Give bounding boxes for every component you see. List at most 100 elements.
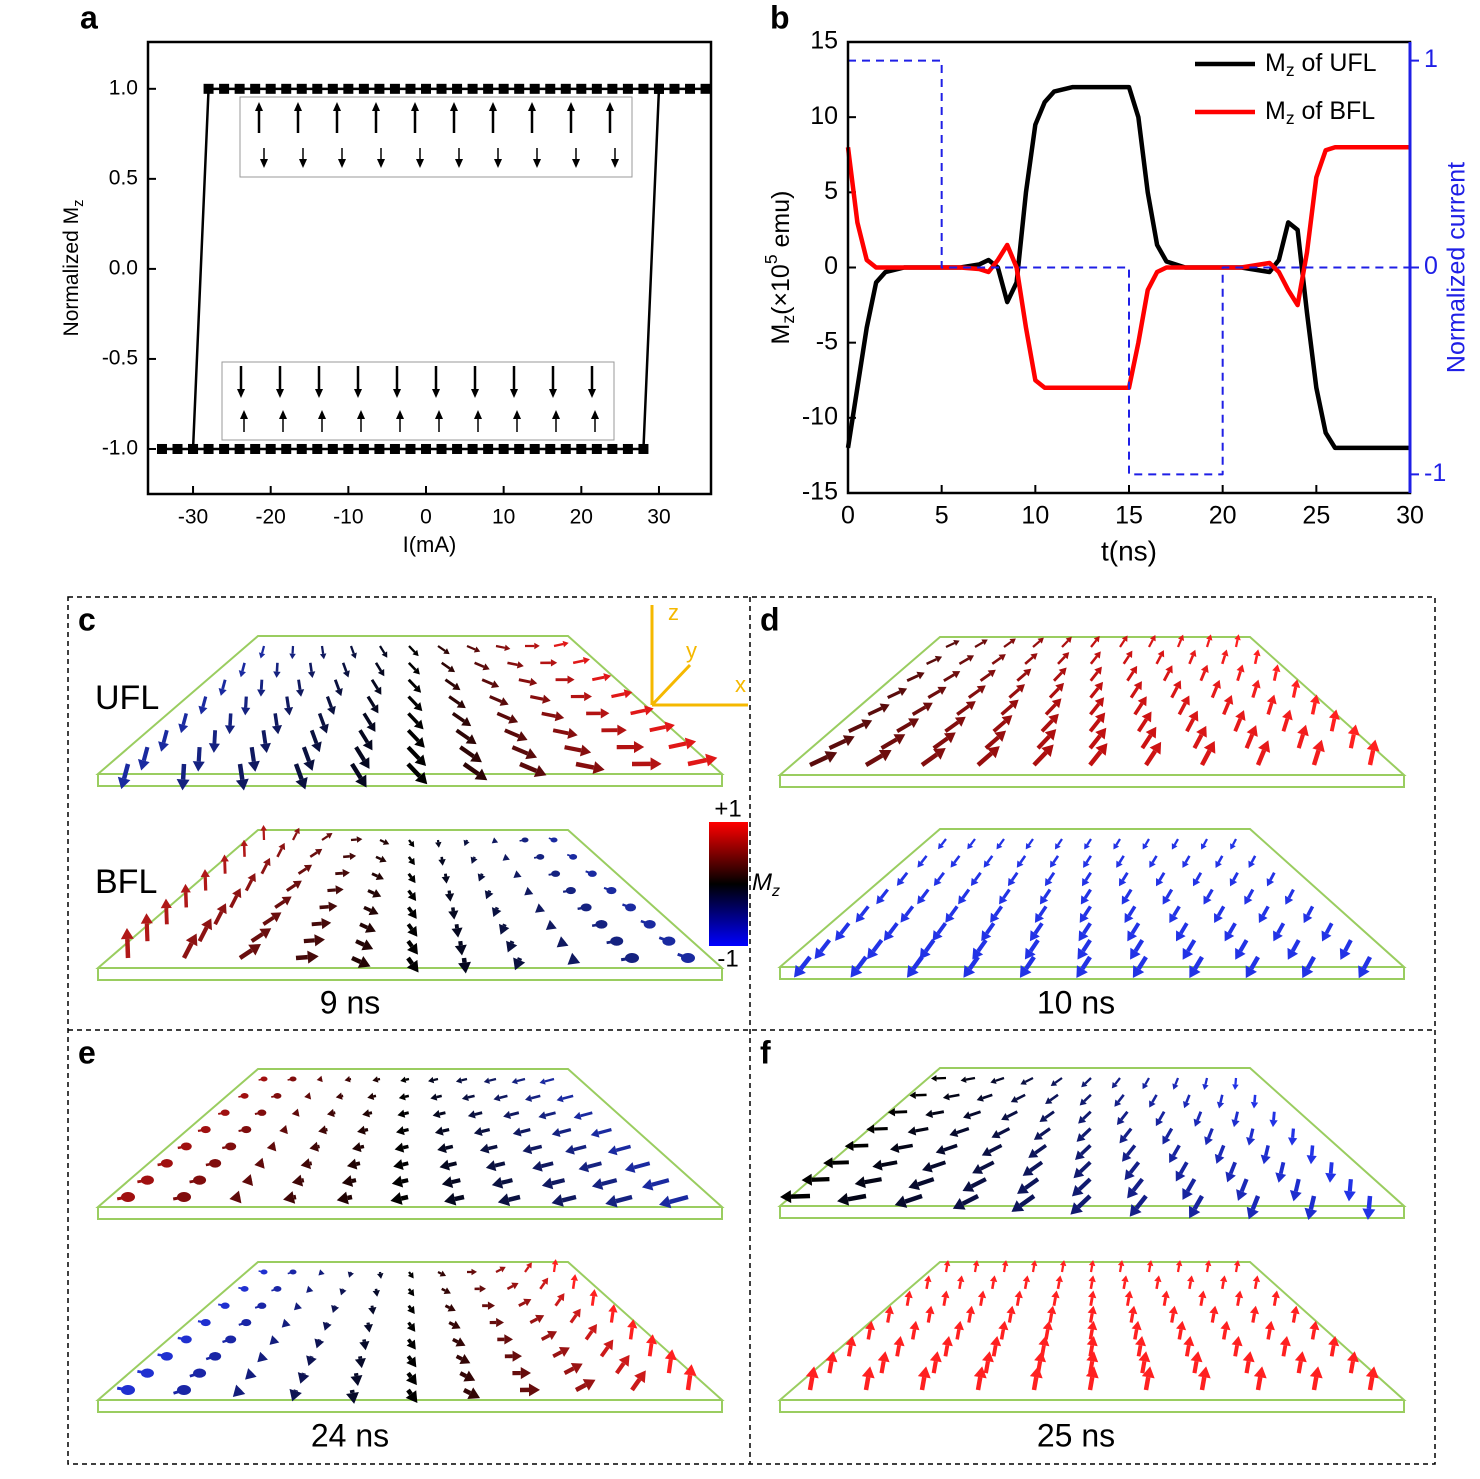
vector-shaft xyxy=(1134,1194,1148,1210)
vector-shaft xyxy=(448,1321,455,1327)
vector-shaft xyxy=(293,763,304,780)
vector-head xyxy=(1041,744,1054,757)
vector-shaft xyxy=(444,678,456,688)
y2-tick-label: -1 xyxy=(1424,459,1446,487)
vector-shaft xyxy=(1221,1281,1225,1290)
vector-head xyxy=(904,1290,913,1299)
data-marker xyxy=(281,83,292,94)
vector-head xyxy=(443,1287,451,1294)
vector-head xyxy=(1015,684,1025,693)
vector-stub xyxy=(116,1195,129,1201)
vector-head xyxy=(1086,1351,1099,1363)
vector-stub xyxy=(173,1388,185,1395)
vector-head xyxy=(455,1337,466,1347)
vector-head xyxy=(525,748,538,760)
vector-head xyxy=(934,655,943,663)
vector-head xyxy=(487,1301,495,1310)
vector-shaft xyxy=(516,1077,526,1083)
vector-head xyxy=(1008,699,1019,710)
vector-shaft xyxy=(944,720,960,733)
vector-head xyxy=(1244,895,1253,905)
vector-head xyxy=(990,1077,997,1084)
vector-shaft xyxy=(979,1297,984,1306)
vector-head xyxy=(898,687,908,697)
vector-head xyxy=(1142,843,1149,850)
vector-head xyxy=(1132,965,1145,979)
vector-shaft xyxy=(244,696,248,708)
vector-shaft xyxy=(462,762,480,776)
vector-head xyxy=(1049,860,1057,868)
data-marker xyxy=(156,443,167,454)
vector-shaft xyxy=(551,1178,566,1186)
vector-head xyxy=(260,825,267,831)
vector-head xyxy=(1076,1133,1086,1142)
vector-stub xyxy=(258,1270,265,1273)
vector-head xyxy=(1087,1320,1098,1331)
vector-shaft xyxy=(259,679,264,690)
vector-head xyxy=(1358,965,1370,979)
vector-head xyxy=(232,1384,246,1397)
vector-head xyxy=(357,956,371,968)
vector-shaft xyxy=(1255,749,1267,766)
vector-head xyxy=(973,1366,987,1379)
vector-head xyxy=(455,1077,463,1084)
vector-shaft xyxy=(373,1094,377,1098)
vector-shaft xyxy=(1029,1160,1044,1173)
vector-head xyxy=(1051,698,1062,709)
vector-shaft xyxy=(1263,1145,1270,1157)
vector-shaft xyxy=(1179,922,1189,935)
vector-shaft xyxy=(1281,718,1290,732)
vector-head xyxy=(1047,1305,1057,1315)
vector-head xyxy=(354,1357,366,1369)
vector-shaft xyxy=(1177,1329,1183,1340)
vector-head xyxy=(1275,1172,1287,1183)
vector-shaft xyxy=(904,905,915,917)
x-tick-label: 30 xyxy=(647,506,670,529)
vector-stub xyxy=(189,1371,200,1378)
vector-shaft xyxy=(439,1111,446,1116)
vector-head xyxy=(641,1178,654,1191)
vector-head xyxy=(1062,652,1070,660)
inset-arrow-head xyxy=(567,102,575,111)
vector-head xyxy=(567,952,581,965)
vector-shaft xyxy=(350,762,363,780)
data-marker xyxy=(483,443,494,454)
vector-shaft xyxy=(1084,1077,1092,1085)
vector-shaft xyxy=(1177,702,1187,716)
vector-shaft xyxy=(1199,1297,1204,1306)
vector-head xyxy=(541,1277,549,1285)
vector-head xyxy=(456,699,466,709)
vector-head xyxy=(216,903,227,915)
vector-shaft xyxy=(1348,734,1356,749)
vector-head xyxy=(1024,947,1036,960)
vector-shaft xyxy=(262,915,275,926)
vector-head xyxy=(224,725,236,735)
data-marker xyxy=(700,83,711,94)
vector-head xyxy=(556,1293,565,1302)
vector-head xyxy=(318,1269,325,1276)
data-marker xyxy=(498,443,509,454)
vector-shaft xyxy=(1088,750,1103,767)
vector-shaft xyxy=(459,1371,468,1378)
vector-head xyxy=(503,1110,512,1119)
vector-shaft xyxy=(819,938,832,953)
data-marker xyxy=(622,443,633,454)
vector-shaft xyxy=(442,1128,450,1133)
vector-shaft xyxy=(900,871,909,882)
vector-head xyxy=(1079,1098,1087,1106)
vector-head xyxy=(439,1159,450,1171)
vector-shaft xyxy=(573,1144,587,1152)
vector-head xyxy=(1128,1305,1138,1315)
vector-head xyxy=(953,1320,964,1331)
vector-shaft xyxy=(1202,838,1208,846)
vector-shaft xyxy=(961,1193,980,1206)
vector-head xyxy=(850,964,863,978)
vector-shaft xyxy=(164,907,169,925)
vector-shaft xyxy=(1131,1177,1144,1192)
vector-head xyxy=(1306,1155,1317,1165)
vector-head xyxy=(1020,1078,1027,1085)
vector-shaft xyxy=(285,696,291,708)
vector-shaft xyxy=(1261,905,1270,917)
vector-shaft xyxy=(1136,1344,1143,1357)
vector-head xyxy=(303,759,315,771)
